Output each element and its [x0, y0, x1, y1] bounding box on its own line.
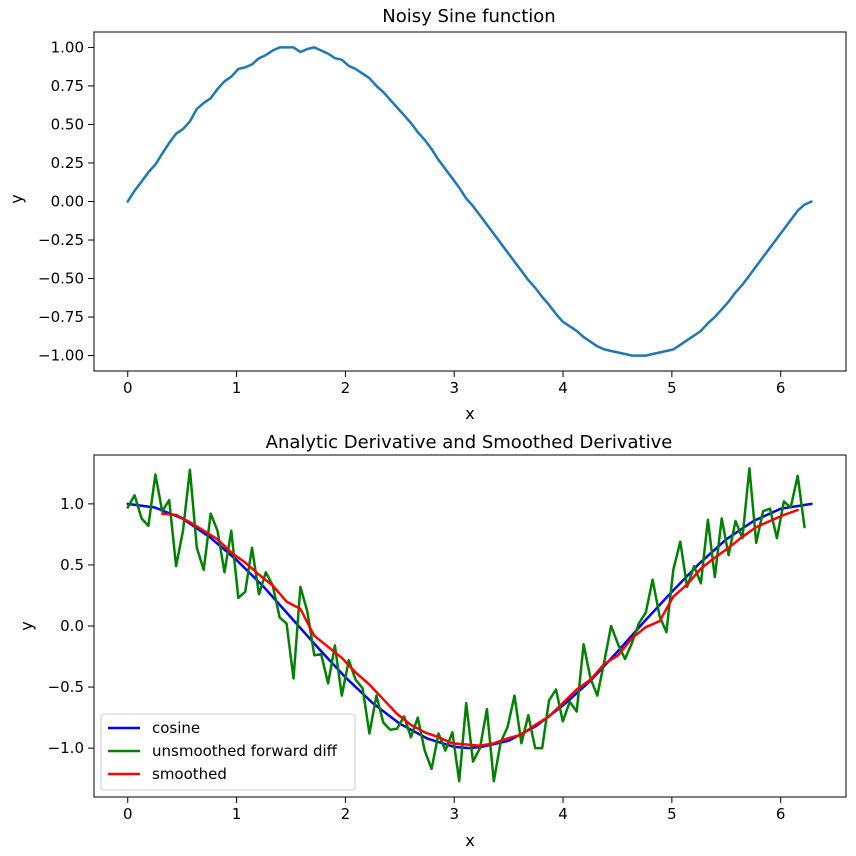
- y-tick-label: −1.00: [38, 347, 84, 365]
- x-tick-label: 5: [667, 805, 677, 823]
- y-tick-label: 1.0: [60, 495, 84, 513]
- chart-derivative: Analytic Derivative and Smoothed Derivat…: [17, 432, 847, 850]
- x-axis: 0 1 2 3 4 5 6: [123, 797, 786, 823]
- x-tick-label: 4: [558, 805, 568, 823]
- x-tick-label: 4: [558, 379, 568, 397]
- legend-entry-smoothed: smoothed: [108, 765, 227, 783]
- series-line-noisy-sine: [126, 46, 813, 357]
- x-tick-label: 3: [449, 379, 459, 397]
- x-tick-label: 1: [232, 379, 242, 397]
- y-tick-label: 0.25: [51, 154, 84, 172]
- y-axis: 1.00 0.75 0.50 0.25 0.00 −0.25 −0.50 −0.75 −1.00: [38, 38, 94, 365]
- legend-label-unsmoothed: unsmoothed forward diff: [152, 742, 338, 760]
- legend-label-smoothed: smoothed: [152, 765, 227, 783]
- y-tick-label: 0.50: [51, 115, 84, 133]
- y-axis-label: y: [17, 621, 36, 630]
- y-axis-label: y: [7, 194, 26, 203]
- y-tick-label: 0.5: [60, 556, 84, 574]
- y-tick-label: −1.0: [48, 739, 84, 757]
- x-tick-label: 5: [667, 379, 677, 397]
- y-tick-label: −0.75: [38, 308, 84, 326]
- legend: cosine unsmoothed forward diff smoothed: [100, 713, 356, 791]
- x-tick-label: 2: [341, 379, 351, 397]
- legend-label-cosine: cosine: [152, 719, 200, 737]
- legend-entry-cosine: cosine: [108, 719, 200, 737]
- x-tick-label: 0: [123, 805, 133, 823]
- x-tick-label: 0: [123, 379, 133, 397]
- y-tick-label: −0.50: [38, 270, 84, 288]
- y-tick-label: 0.0: [60, 617, 84, 635]
- x-tick-label: 6: [776, 379, 786, 397]
- legend-box: [100, 713, 356, 791]
- chart-noisy-sine: Noisy Sine function 0 1 2 3 4 5 6 1.00 0.75 0.50…: [7, 6, 847, 423]
- x-axis-label: x: [465, 831, 474, 850]
- y-tick-label: −0.5: [48, 678, 84, 696]
- x-axis-label: x: [465, 404, 474, 423]
- series-line-unsmoothed-forward-diff: [126, 467, 806, 783]
- y-tick-label: −0.25: [38, 231, 84, 249]
- y-axis: 1.0 0.5 0.0 −0.5 −1.0: [48, 495, 94, 757]
- x-tick-label: 3: [449, 805, 459, 823]
- x-tick-label: 6: [776, 805, 786, 823]
- legend-entry-unsmoothed: unsmoothed forward diff: [108, 742, 338, 760]
- x-tick-label: 2: [341, 805, 351, 823]
- chart-title: Analytic Derivative and Smoothed Derivat…: [266, 432, 673, 453]
- chart-title: Noisy Sine function: [382, 6, 555, 27]
- y-tick-label: 0.75: [51, 77, 84, 95]
- x-axis: 0 1 2 3 4 5 6: [123, 371, 786, 397]
- series-line-cosine: [126, 502, 813, 750]
- y-tick-label: 0.00: [51, 193, 84, 211]
- x-tick-label: 1: [232, 805, 242, 823]
- series-line-smoothed: [160, 508, 799, 747]
- y-tick-label: 1.00: [51, 38, 84, 56]
